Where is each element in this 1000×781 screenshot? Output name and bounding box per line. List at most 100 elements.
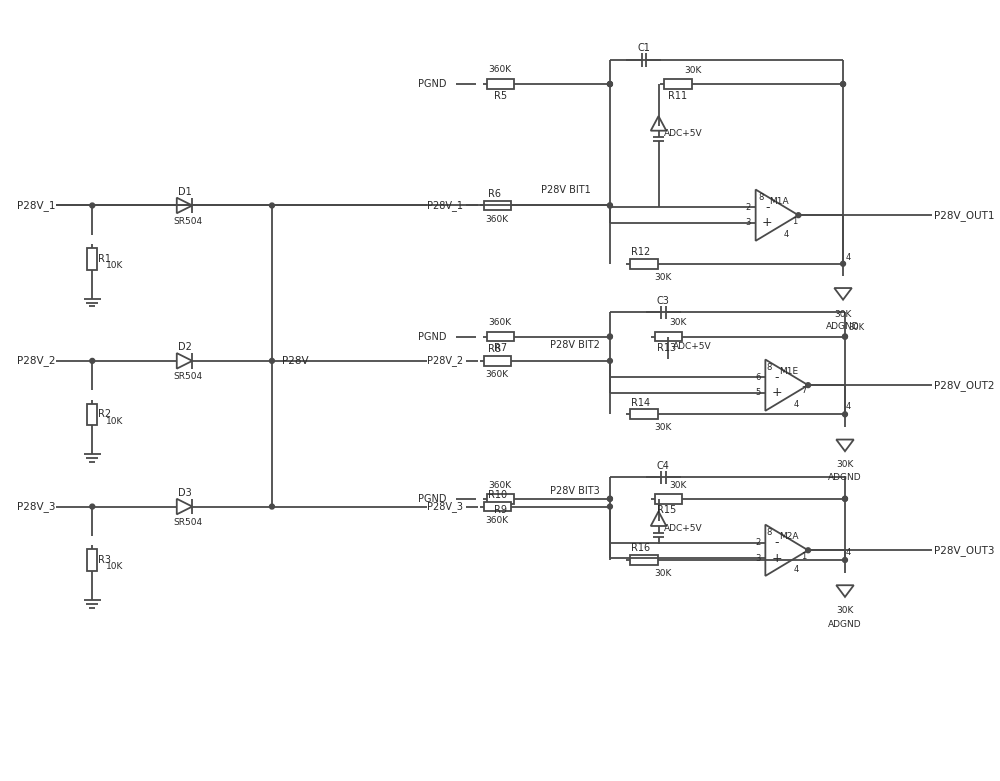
Text: 30K: 30K <box>655 273 672 282</box>
Text: 4: 4 <box>794 400 799 409</box>
Text: C1: C1 <box>638 43 650 53</box>
Text: P28V_2: P28V_2 <box>427 355 463 366</box>
Circle shape <box>843 334 847 339</box>
Bar <box>87 404 97 425</box>
Bar <box>484 501 511 512</box>
Text: R7: R7 <box>494 344 507 353</box>
Text: 8: 8 <box>759 193 764 202</box>
Text: SR504: SR504 <box>174 372 203 381</box>
Text: R16: R16 <box>631 544 650 553</box>
Text: D1: D1 <box>178 187 191 197</box>
Circle shape <box>843 497 847 501</box>
Text: 5: 5 <box>755 388 760 398</box>
Circle shape <box>843 412 847 417</box>
Text: 2: 2 <box>755 538 760 547</box>
Text: P28V_3: P28V_3 <box>17 501 56 512</box>
Circle shape <box>608 505 612 509</box>
Text: P28V_1: P28V_1 <box>17 200 56 211</box>
Text: +: + <box>772 387 782 399</box>
Text: 30K: 30K <box>836 460 854 469</box>
Text: R14: R14 <box>631 398 650 408</box>
Text: -: - <box>775 371 779 384</box>
Circle shape <box>90 203 95 208</box>
Text: 30K: 30K <box>655 423 672 433</box>
Text: R12: R12 <box>631 247 651 257</box>
Circle shape <box>843 558 847 562</box>
Text: ADGND: ADGND <box>828 619 862 629</box>
Text: -: - <box>775 536 779 549</box>
Bar <box>487 494 514 504</box>
Text: P28V: P28V <box>282 356 308 366</box>
Text: 360K: 360K <box>486 215 509 223</box>
Text: R13: R13 <box>657 344 676 353</box>
Text: P28V BIT2: P28V BIT2 <box>550 341 600 351</box>
Text: PGND: PGND <box>418 332 446 341</box>
Text: 30K: 30K <box>848 323 864 333</box>
Text: P28V_1: P28V_1 <box>427 200 463 211</box>
Text: 10K: 10K <box>106 261 123 270</box>
Text: P28V_2: P28V_2 <box>17 355 56 366</box>
Bar <box>487 332 514 341</box>
Text: SR504: SR504 <box>174 216 203 226</box>
Text: 1: 1 <box>802 551 807 561</box>
Text: R15: R15 <box>657 505 676 515</box>
Text: 360K: 360K <box>489 65 512 74</box>
Bar <box>630 555 658 565</box>
Text: R1: R1 <box>98 254 111 264</box>
Text: R2: R2 <box>98 409 111 419</box>
Text: ADC+5V: ADC+5V <box>673 342 712 351</box>
Circle shape <box>608 82 612 87</box>
Bar <box>664 79 692 89</box>
Text: 30K: 30K <box>655 569 672 578</box>
Text: 10K: 10K <box>106 416 123 426</box>
Circle shape <box>270 358 274 363</box>
Bar <box>484 356 511 366</box>
Circle shape <box>608 203 612 208</box>
Text: +: + <box>772 551 782 565</box>
Text: M2A: M2A <box>779 532 798 541</box>
Text: +: + <box>762 216 773 230</box>
Text: 4: 4 <box>845 402 851 411</box>
Circle shape <box>608 497 612 501</box>
Text: 30K: 30K <box>669 480 687 490</box>
Text: 4: 4 <box>794 565 799 574</box>
Text: C3: C3 <box>657 296 670 305</box>
Circle shape <box>90 505 95 509</box>
Text: P28V_3: P28V_3 <box>427 501 463 512</box>
Text: PGND: PGND <box>418 494 446 504</box>
Text: 360K: 360K <box>489 318 512 326</box>
Text: PGND: PGND <box>418 79 446 89</box>
Text: 360K: 360K <box>489 480 512 490</box>
Text: 30K: 30K <box>834 310 852 319</box>
Bar <box>630 409 658 419</box>
Text: 1: 1 <box>792 216 797 226</box>
Bar <box>487 79 514 89</box>
Text: R11: R11 <box>668 91 688 101</box>
Circle shape <box>843 334 847 339</box>
Text: ADGND: ADGND <box>826 323 860 331</box>
Text: P28V BIT1: P28V BIT1 <box>541 185 591 195</box>
Circle shape <box>270 505 274 509</box>
Bar <box>87 549 97 571</box>
Bar <box>484 201 511 210</box>
Text: 360K: 360K <box>486 515 509 525</box>
Circle shape <box>806 547 811 553</box>
Bar <box>630 259 658 269</box>
Text: 10K: 10K <box>106 562 123 571</box>
Text: 30K: 30K <box>684 66 701 75</box>
Circle shape <box>608 82 612 87</box>
Text: P28V_OUT3: P28V_OUT3 <box>934 545 995 556</box>
Text: SR504: SR504 <box>174 518 203 526</box>
Text: 7: 7 <box>802 387 807 395</box>
Bar <box>87 248 97 269</box>
Text: 360K: 360K <box>486 370 509 379</box>
Text: M1E: M1E <box>779 367 798 376</box>
Text: 6: 6 <box>755 373 760 382</box>
Text: P28V_OUT1: P28V_OUT1 <box>934 210 995 221</box>
Text: -: - <box>765 201 770 214</box>
Circle shape <box>608 334 612 339</box>
Bar <box>655 332 682 341</box>
Circle shape <box>608 334 612 339</box>
Text: D3: D3 <box>178 488 191 498</box>
Text: R5: R5 <box>494 91 507 101</box>
